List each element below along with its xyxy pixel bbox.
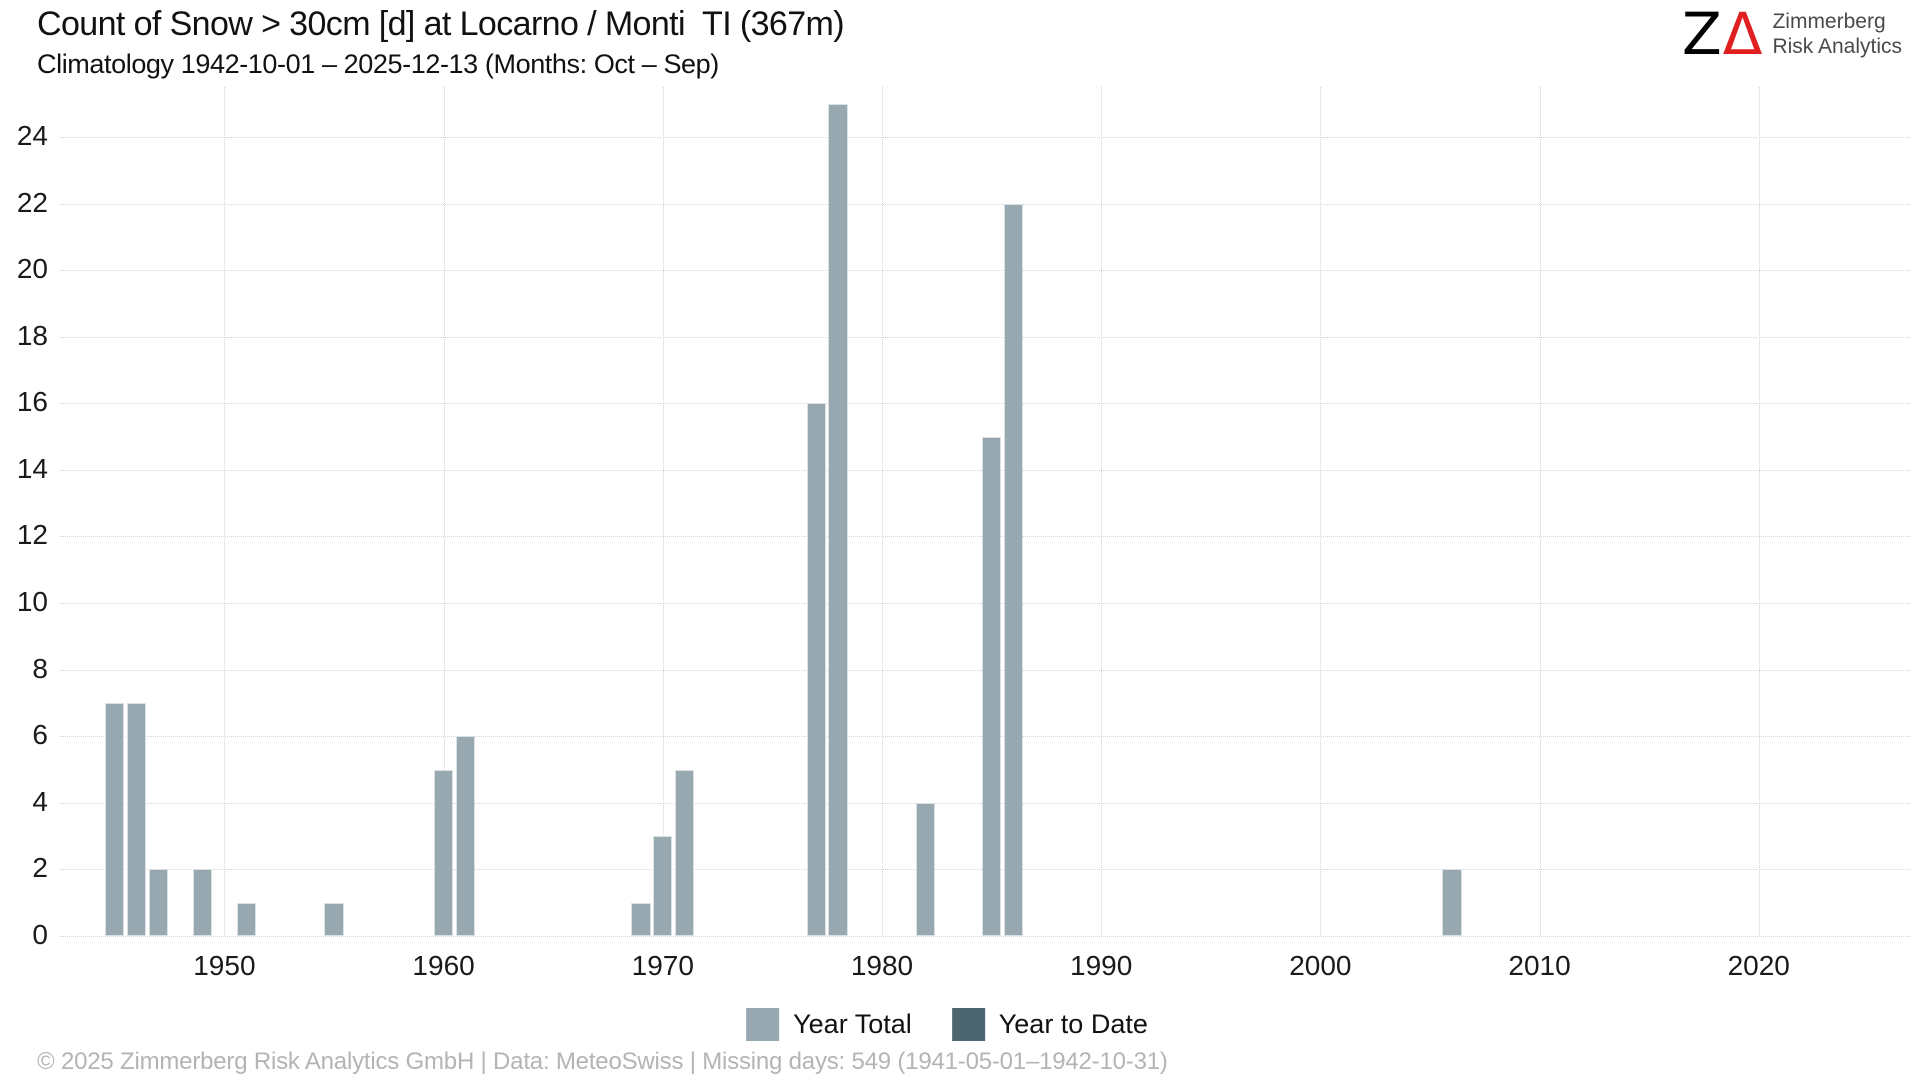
grid-h-line [60, 270, 1910, 272]
bar-1961 [455, 736, 476, 936]
x-tick-label: 1950 [193, 950, 256, 981]
bar-1960 [433, 769, 454, 936]
grid-v-line [881, 87, 883, 936]
y-tick-label: 12 [16, 519, 48, 551]
legend: Year Total Year to Date [746, 1008, 1174, 1041]
bar-1949 [192, 869, 213, 936]
logo-delta-icon: Δ [1722, 0, 1763, 68]
y-tick-label: 10 [16, 586, 48, 618]
y-tick-label: 6 [32, 719, 48, 751]
bar-1945 [105, 702, 125, 936]
legend-label-year-total: Year Total [793, 1009, 912, 1039]
bar-1951 [236, 902, 256, 936]
y-tick-label: 2 [32, 852, 48, 884]
y-tick-label: 24 [16, 119, 48, 151]
logo-line1: Zimmerberg [1772, 10, 1886, 33]
x-tick-label: 2020 [1727, 950, 1790, 981]
y-tick-label: 0 [32, 919, 48, 950]
x-tick-label: 1960 [412, 950, 475, 981]
bar-1978 [828, 103, 848, 936]
x-tick-label: 2010 [1508, 950, 1571, 981]
bar-1970 [653, 836, 673, 936]
grid-h-line [60, 136, 1910, 138]
legend-item-year-to-date: Year to Date [951, 1008, 1148, 1041]
y-tick-label: 20 [16, 253, 48, 285]
legend-label-year-to-date: Year to Date [998, 1009, 1148, 1039]
legend-item-year-total: Year Total [746, 1008, 912, 1041]
grid-v-line [1539, 87, 1541, 936]
y-tick-label: 18 [16, 319, 48, 351]
grid-h-line [60, 203, 1910, 205]
bar-1946 [127, 702, 147, 936]
grid-h-line [60, 936, 1910, 937]
chart-subtitle: Climatology 1942-10-01 – 2025-12-13 (Mon… [37, 49, 719, 79]
grid-v-line [1758, 87, 1760, 936]
grid-v-line [1320, 87, 1322, 936]
x-tick-label: 1980 [850, 950, 914, 981]
grid-v-line [662, 87, 664, 936]
bar-1955 [324, 902, 344, 936]
copyright-footer: © 2025 Zimmerberg Risk Analytics GmbH | … [37, 1048, 1168, 1075]
bar-2006 [1442, 869, 1462, 936]
grid-h-line [60, 403, 1910, 405]
bar-1971 [675, 769, 695, 936]
x-tick-label: 2000 [1289, 950, 1352, 981]
y-tick-label: 14 [16, 452, 48, 484]
bar-1977 [806, 403, 826, 936]
logo-z-glyph: Z [1682, 0, 1722, 68]
bar-1969 [631, 902, 651, 936]
y-tick-label: 8 [32, 652, 48, 684]
grid-v-line [224, 87, 226, 936]
legend-swatch-year-total [746, 1008, 780, 1041]
x-tick-label: 1990 [1070, 950, 1133, 981]
bar-1947 [148, 869, 169, 936]
grid-h-line [60, 336, 1910, 338]
logo-company-name: Zimmerberg Risk Analytics [1772, 9, 1902, 59]
grid-v-line [443, 87, 445, 936]
company-logo: Z Δ Zimmerberg Risk Analytics [1682, 0, 1902, 68]
bar-1985 [981, 436, 1002, 936]
logo-line2: Risk Analytics [1772, 35, 1902, 58]
x-tick-label: 1970 [631, 950, 694, 981]
grid-v-line [1101, 87, 1103, 936]
y-tick-label: 22 [16, 186, 48, 218]
chart-title: Count of Snow > 30cm [d] at Locarno / Mo… [37, 5, 845, 43]
y-tick-label: 4 [32, 785, 48, 817]
legend-swatch-year-to-date [951, 1008, 985, 1041]
bar-1982 [916, 802, 936, 936]
y-tick-label: 16 [16, 386, 48, 418]
bar-1986 [1003, 203, 1024, 936]
